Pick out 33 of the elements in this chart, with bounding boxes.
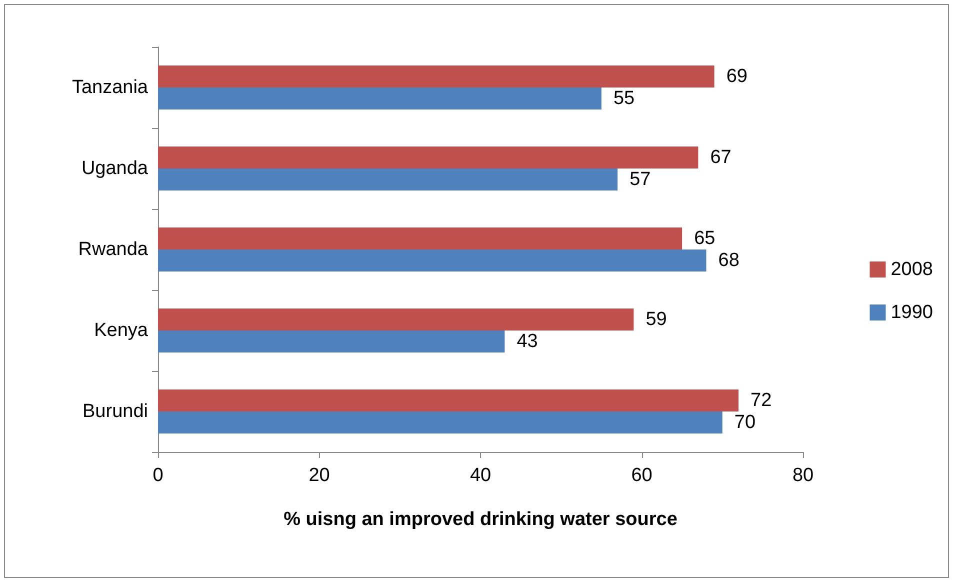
data-label: 70 — [734, 412, 756, 433]
data-label: 59 — [646, 309, 667, 330]
x-tick-label: 20 — [308, 465, 330, 486]
bar — [158, 390, 738, 412]
x-tick-label: 60 — [631, 465, 652, 486]
y-tick-label: Rwanda — [78, 239, 148, 260]
bar — [158, 308, 634, 330]
data-label: 69 — [726, 66, 748, 87]
y-tick-label: Tanzania — [72, 77, 148, 98]
y-tick-label: Burundi — [82, 401, 148, 422]
x-axis-title: % uisng an improved drinking water source — [284, 509, 678, 530]
data-label: 43 — [516, 331, 538, 352]
data-label: 67 — [710, 147, 732, 168]
legend-label: 2008 — [890, 259, 934, 280]
x-tick-label: 0 — [152, 465, 164, 486]
x-tick-label: 40 — [470, 465, 492, 486]
data-label: 68 — [718, 250, 740, 271]
x-tick-label: 80 — [792, 465, 814, 486]
data-label: 65 — [694, 228, 716, 249]
bar — [158, 88, 602, 110]
y-tick-label: Kenya — [94, 320, 148, 341]
bar — [158, 146, 698, 168]
data-label: 55 — [613, 88, 635, 109]
legend-label: 1990 — [890, 302, 934, 323]
y-tick-label: Uganda — [81, 158, 148, 179]
bar — [158, 250, 706, 272]
bar — [158, 330, 505, 352]
bar — [158, 412, 722, 434]
data-label: 72 — [750, 390, 772, 411]
bar — [158, 168, 618, 190]
bar — [158, 228, 682, 250]
bar — [158, 66, 714, 88]
data-label: 57 — [630, 169, 651, 190]
